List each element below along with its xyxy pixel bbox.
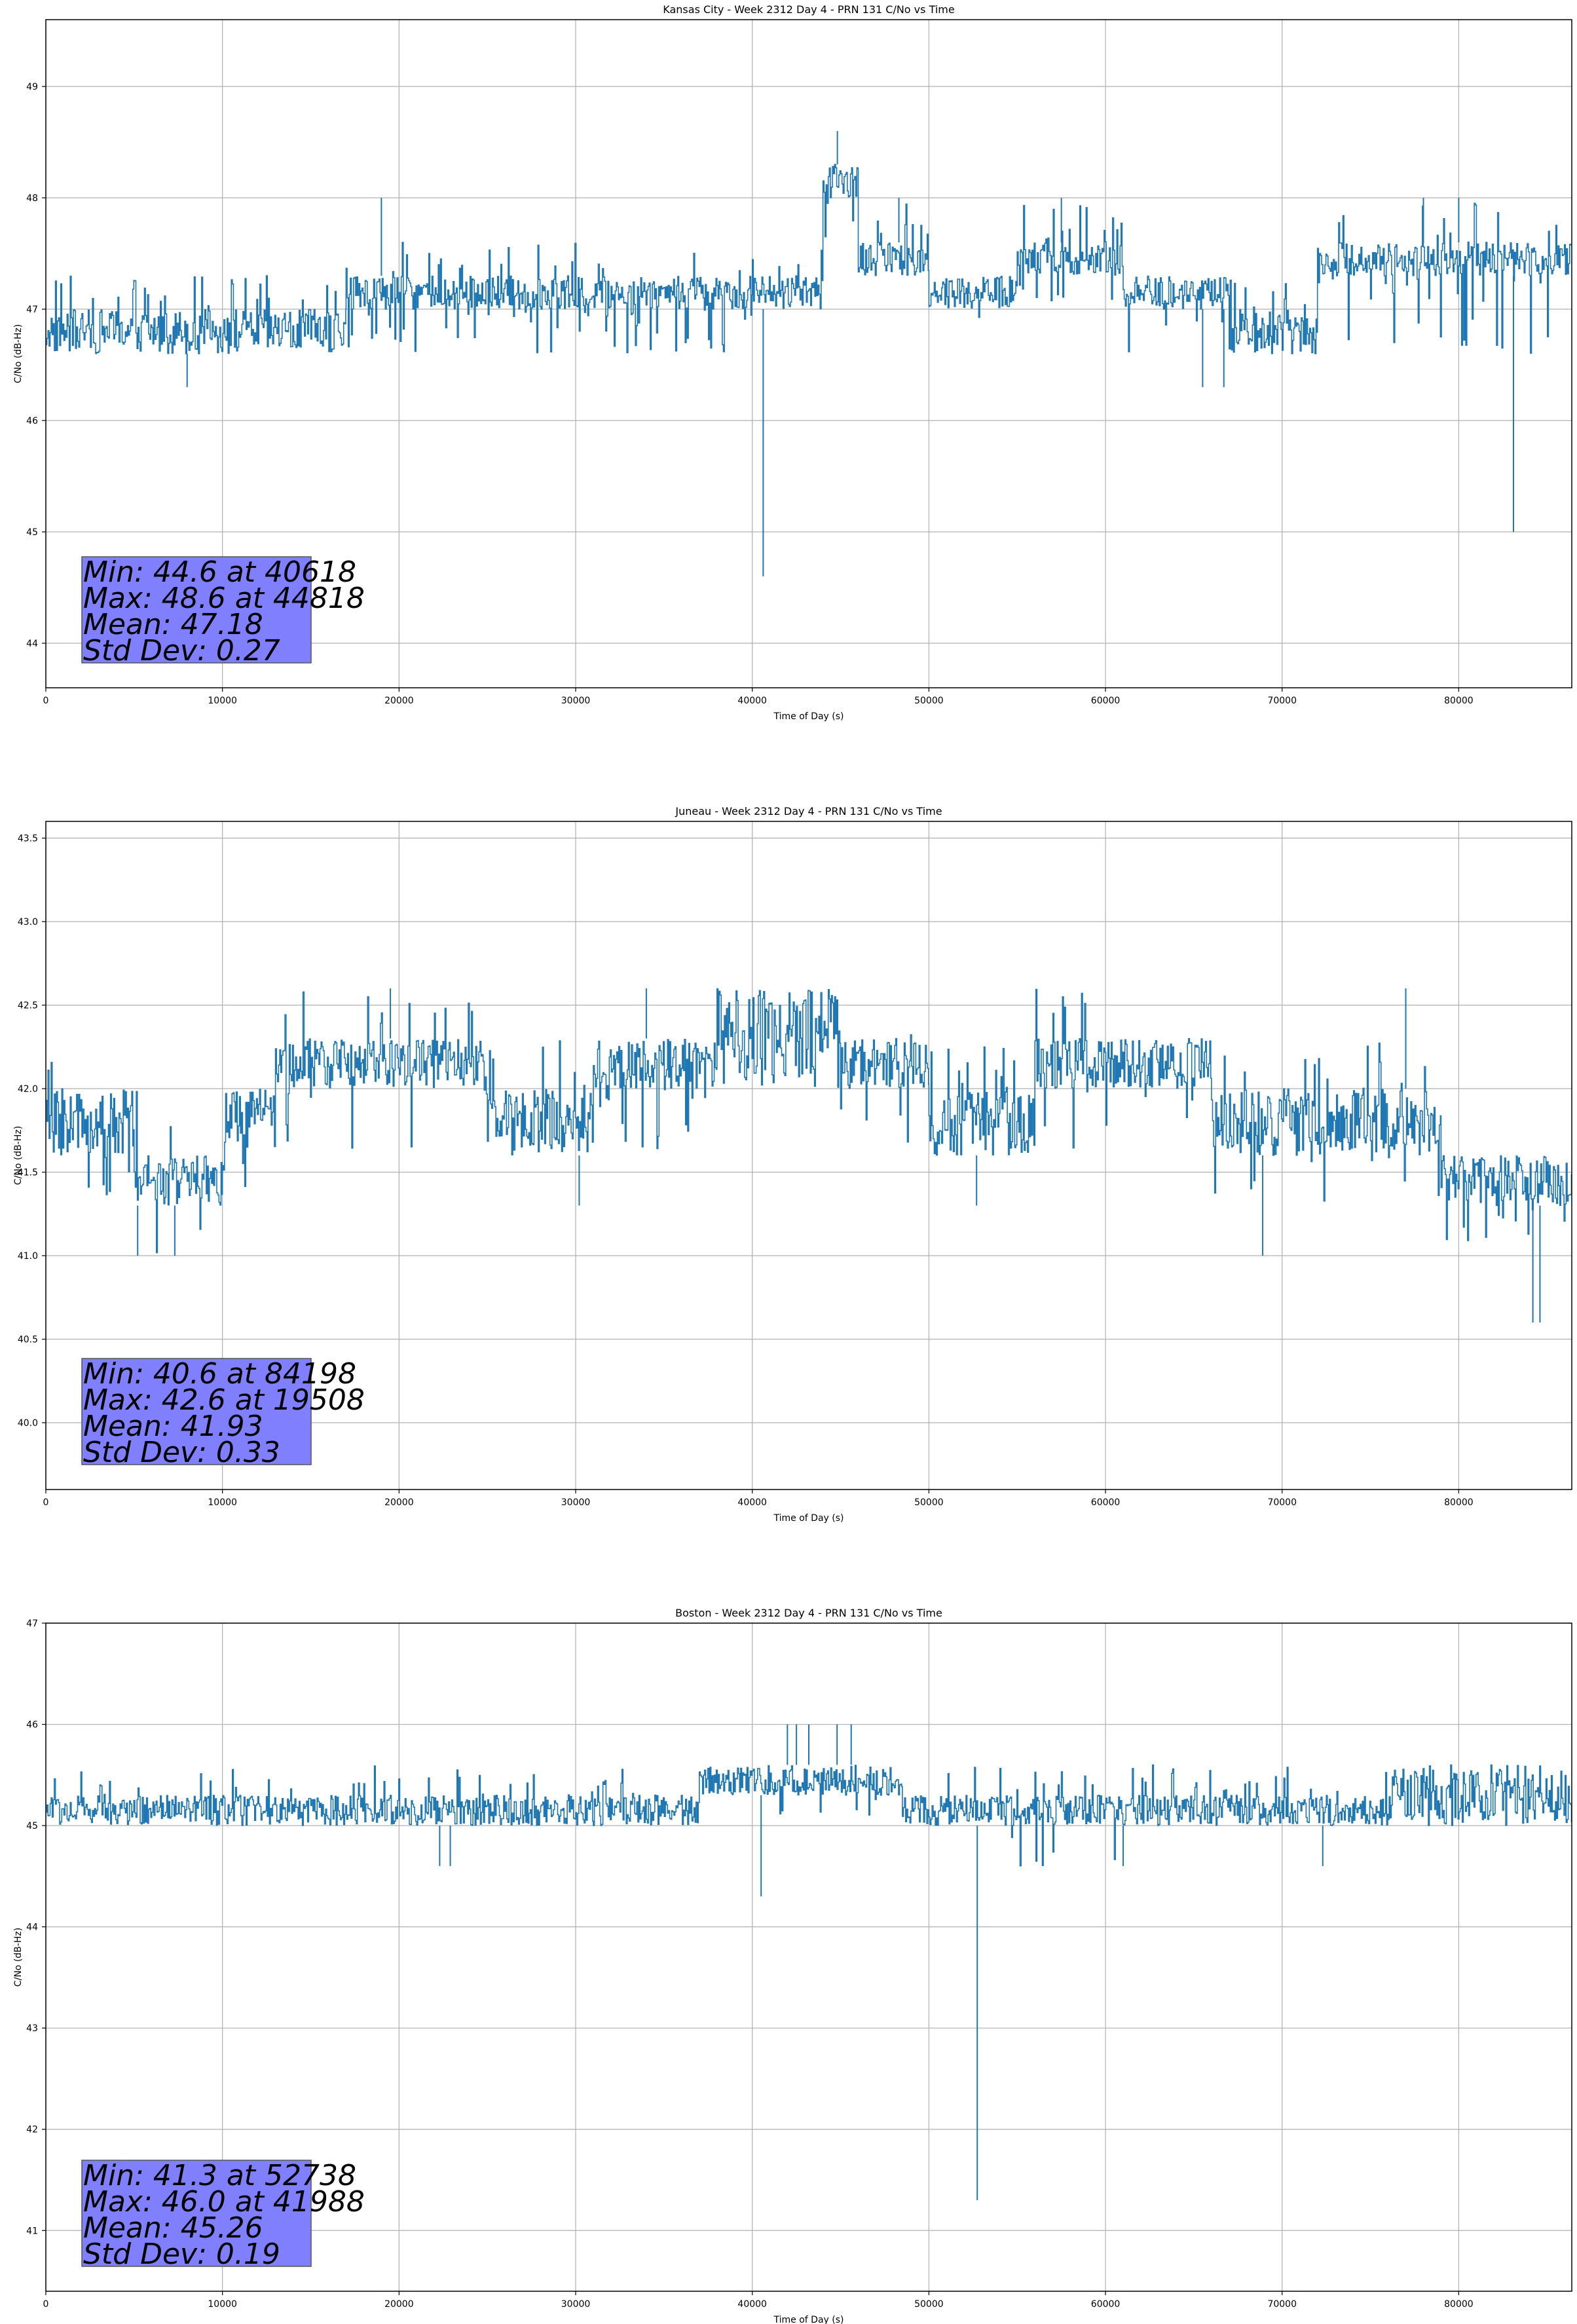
y-tick-label: 40.0: [18, 1418, 38, 1429]
x-tick-label: 80000: [1444, 2299, 1474, 2310]
stats-line: Max: 48.6 at 44818: [83, 582, 365, 615]
x-axis-label: Time of Day (s): [773, 1513, 844, 1524]
x-tick-label: 0: [43, 2299, 49, 2310]
chart-title: Boston - Week 2312 Day 4 - PRN 131 C/No …: [675, 1607, 942, 1619]
chart-1: Kansas City - Week 2312 Day 4 - PRN 131 …: [13, 3, 1572, 722]
data-series-line: [46, 1764, 1572, 1867]
y-axis-label: C/No (dB-Hz): [13, 1126, 24, 1185]
stats-line: Min: 41.3 at 52738: [83, 2159, 356, 2192]
stats-line: Max: 46.0 at 41988: [83, 2185, 365, 2219]
axes-frame: [45, 821, 1572, 1490]
stats-line: Max: 42.6 at 19508: [83, 1383, 365, 1417]
y-tick-label: 48: [26, 193, 38, 204]
y-tick-label: 43.0: [18, 917, 38, 928]
x-tick-label: 50000: [914, 2299, 944, 2310]
x-tick-label: 10000: [208, 1497, 237, 1508]
y-tick-label: 47: [26, 1619, 38, 1629]
y-tick-label: 44: [26, 1922, 38, 1933]
stats-line: Mean: 47.18: [83, 608, 263, 641]
x-axis-label: Time of Day (s): [773, 2315, 844, 2324]
x-tick-label: 70000: [1267, 696, 1297, 706]
x-tick-label: 20000: [384, 2299, 414, 2310]
x-tick-label: 30000: [561, 2299, 591, 2310]
stats-line: Std Dev: 0.33: [83, 1436, 280, 1469]
stats-line: Min: 40.6 at 84198: [83, 1357, 356, 1391]
x-tick-label: 60000: [1091, 696, 1121, 706]
stats-line: Mean: 45.26: [83, 2211, 263, 2245]
y-axis-label: C/No (dB-Hz): [13, 1928, 24, 1987]
x-tick-label: 0: [43, 696, 49, 706]
x-tick-label: 50000: [914, 1497, 944, 1508]
y-tick-label: 47: [26, 305, 38, 315]
x-tick-label: 10000: [208, 2299, 237, 2310]
y-tick-label: 43.5: [18, 834, 38, 844]
y-tick-label: 44: [26, 639, 38, 649]
y-tick-label: 46: [26, 416, 38, 426]
y-tick-label: 42.5: [18, 1001, 38, 1011]
y-tick-label: 45: [26, 527, 38, 538]
x-tick-label: 40000: [737, 1497, 767, 1508]
data-series-line: [46, 164, 1572, 354]
x-tick-label: 40000: [737, 2299, 767, 2310]
y-tick-label: 49: [26, 82, 38, 92]
x-tick-label: 20000: [384, 1497, 414, 1508]
stats-box-background: [81, 556, 312, 664]
y-tick-label: 41.0: [18, 1251, 38, 1262]
data-series-line: [46, 988, 1572, 1254]
x-tick-label: 20000: [384, 696, 414, 706]
y-axis-label: C/No (dB-Hz): [13, 324, 24, 383]
x-tick-label: 10000: [208, 696, 237, 706]
x-tick-label: 80000: [1444, 696, 1474, 706]
x-tick-label: 80000: [1444, 1497, 1474, 1508]
y-tick-label: 41.5: [18, 1168, 38, 1178]
y-tick-label: 43: [26, 2023, 38, 2034]
x-tick-label: 70000: [1267, 2299, 1297, 2310]
y-tick-label: 46: [26, 1720, 38, 1731]
stats-line: Min: 44.6 at 40618: [83, 555, 356, 589]
chart-2: Juneau - Week 2312 Day 4 - PRN 131 C/No …: [13, 805, 1572, 1524]
x-tick-label: 60000: [1091, 1497, 1121, 1508]
chart-3: Boston - Week 2312 Day 4 - PRN 131 C/No …: [13, 1607, 1572, 2324]
y-tick-label: 42.0: [18, 1084, 38, 1095]
x-tick-label: 40000: [737, 696, 767, 706]
x-tick-label: 30000: [561, 1497, 591, 1508]
axes-frame: [45, 19, 1572, 688]
stats-line: Std Dev: 0.27: [83, 634, 280, 667]
y-tick-label: 45: [26, 1821, 38, 1831]
stats-line: Std Dev: 0.19: [83, 2238, 280, 2271]
x-tick-label: 70000: [1267, 1497, 1297, 1508]
chart-title: Kansas City - Week 2312 Day 4 - PRN 131 …: [663, 3, 954, 16]
x-tick-label: 60000: [1091, 2299, 1121, 2310]
y-tick-label: 40.5: [18, 1335, 38, 1345]
stats-box-background: [81, 1358, 312, 1465]
axes-frame: [45, 1622, 1572, 2292]
x-axis-label: Time of Day (s): [773, 711, 844, 722]
x-tick-label: 50000: [914, 696, 944, 706]
stats-box-background: [81, 2160, 312, 2267]
stats-line: Mean: 41.93: [83, 1410, 263, 1443]
y-tick-label: 42: [26, 2125, 38, 2135]
y-tick-label: 41: [26, 2226, 38, 2236]
x-tick-label: 0: [43, 1497, 49, 1508]
x-tick-label: 30000: [561, 696, 591, 706]
chart-title: Juneau - Week 2312 Day 4 - PRN 131 C/No …: [675, 805, 942, 817]
